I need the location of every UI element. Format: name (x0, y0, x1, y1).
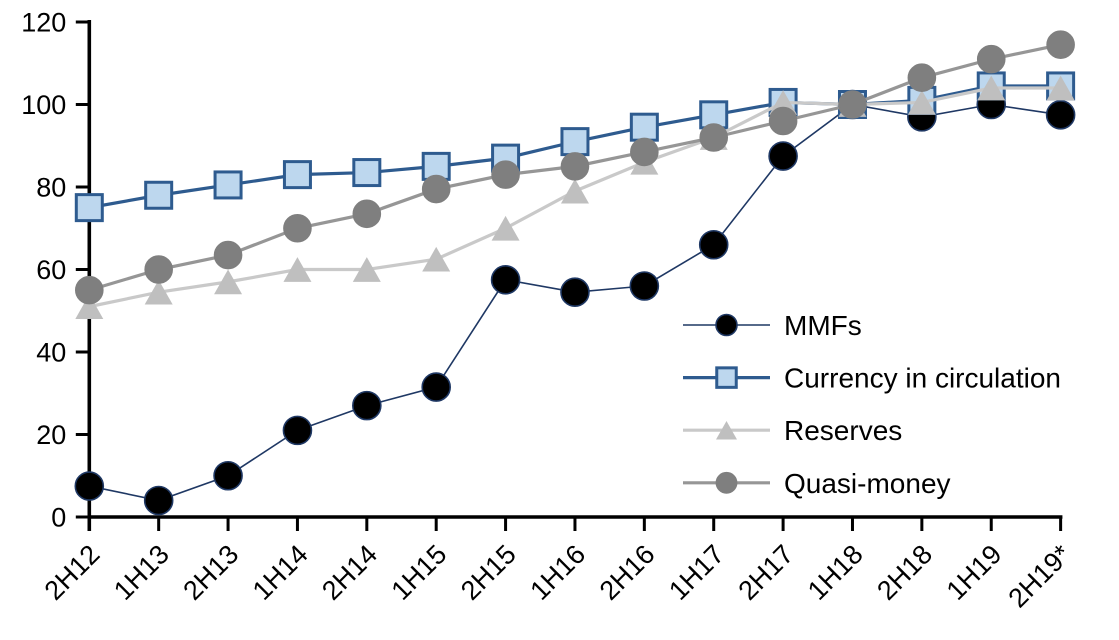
currency-in-circulation-marker (560, 127, 590, 157)
reserves-marker (144, 279, 173, 305)
quasi-money-marker (630, 137, 659, 167)
x-tick-label: 2H16 (594, 539, 661, 606)
legend-item-mmfs: MMFs (683, 310, 862, 341)
x-tick-label: 1H13 (108, 539, 175, 606)
x-tick-label: 1H16 (524, 539, 591, 606)
y-tick-label: 0 (51, 503, 66, 533)
reserves-marker (977, 75, 1006, 101)
mmfs-marker (213, 460, 243, 491)
mmfs-marker (1045, 100, 1076, 130)
y-tick-label: 100 (21, 90, 66, 120)
quasi-money-marker (421, 174, 451, 204)
legend-label-currency-in-circulation: Currency in circulation (784, 363, 1061, 394)
mmfs-marker (421, 372, 452, 402)
x-tick-label: 2H13 (177, 539, 244, 606)
legend-item-quasi-money: Quasi-money (683, 468, 951, 499)
reserves-marker (283, 257, 312, 282)
mmfs-legend-marker (715, 313, 738, 337)
quasi-money-marker (75, 275, 104, 305)
reserves-marker (214, 269, 243, 295)
x-tick-label: 2H12 (39, 539, 106, 606)
reserves-marker (1046, 75, 1075, 101)
x-tick-label: 1H15 (386, 539, 453, 606)
legend-label-quasi-money: Quasi-money (784, 468, 951, 499)
y-tick-label: 120 (21, 8, 66, 38)
currency-in-circulation-marker (282, 160, 312, 190)
mmfs-marker (282, 415, 313, 446)
y-tick-label: 40 (36, 338, 66, 368)
x-tick-label: 2H15 (455, 539, 522, 606)
reserves-marker (491, 215, 520, 241)
mmfs-marker (629, 271, 660, 301)
quasi-money-marker (352, 199, 382, 229)
currency-in-circulation-marker (629, 112, 659, 142)
reserves-legend-marker (716, 420, 737, 440)
x-tick-label: 2H17 (732, 539, 799, 606)
currency-in-circulation-marker (144, 180, 174, 210)
quasi-money-marker (1046, 30, 1075, 59)
legend-item-currency-in-circulation: Currency in circulation (683, 363, 1061, 394)
mmfs-marker (560, 277, 590, 307)
x-tick-label: 1H19 (941, 539, 1008, 606)
quasi-money-marker (491, 160, 520, 189)
x-tick-label: 1H18 (802, 539, 869, 606)
quasi-money-marker (768, 106, 798, 136)
reserves-marker (422, 246, 451, 272)
legend-label-mmfs: MMFs (784, 310, 862, 341)
quasi-money-marker (976, 44, 1006, 74)
mmfs-marker (143, 485, 174, 516)
quasi-money-legend-marker (715, 471, 738, 494)
reserves-marker (560, 178, 589, 204)
reserves-marker (907, 90, 936, 115)
currency-in-circulation-marker (352, 158, 382, 188)
currency-in-circulation-marker (74, 193, 104, 223)
x-tick-label: 2H19* (1003, 539, 1078, 614)
y-tick-label: 20 (36, 420, 66, 450)
reserves-marker (75, 294, 104, 319)
reserves-marker (352, 257, 381, 282)
legend-item-reserves: Reserves (683, 415, 902, 446)
y-tick-label: 80 (36, 173, 66, 203)
series-mmfs (74, 89, 1076, 516)
quasi-money-marker (907, 63, 937, 92)
quasi-money-marker (838, 90, 867, 119)
mmfs-marker (352, 390, 382, 421)
x-tick-label: 1H17 (663, 539, 730, 606)
currency-in-circulation-marker (213, 170, 243, 200)
quasi-money-marker (699, 123, 729, 152)
quasi-money-marker (144, 255, 173, 284)
legend: MMFs Currency in circulation Reserves Quasi… (683, 310, 1061, 499)
series-quasi-money (75, 30, 1075, 305)
x-tick-label: 2H14 (316, 539, 383, 606)
mmfs-marker (490, 265, 521, 295)
x-tick-label: 1H14 (247, 539, 314, 606)
quasi-money-marker (283, 213, 312, 243)
quasi-money-marker (560, 152, 590, 181)
mmfs-marker (698, 229, 729, 260)
legend-label-reserves: Reserves (784, 415, 902, 446)
quasi-money-marker (213, 240, 243, 270)
x-tick-label: 2H18 (871, 539, 938, 606)
mmfs-marker (74, 471, 105, 501)
mmfs-marker (768, 141, 798, 171)
currency-in-circulation-legend-marker (715, 366, 738, 389)
y-tick-label: 60 (36, 255, 66, 285)
